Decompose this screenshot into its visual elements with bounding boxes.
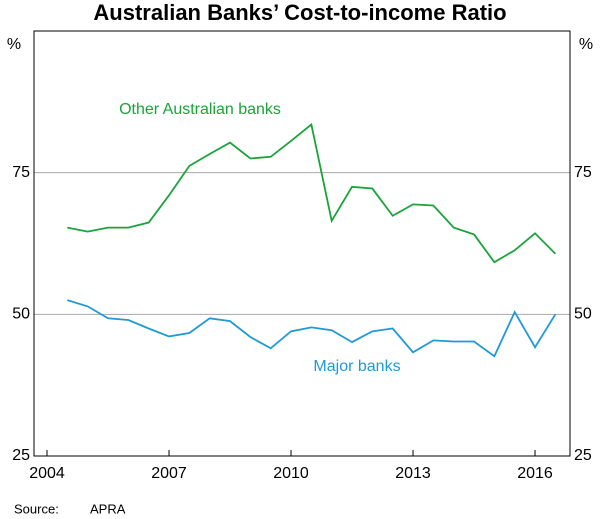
y-tick-label: 25: [12, 447, 30, 464]
y-unit: %: [7, 36, 21, 53]
plot-frame: [33, 30, 571, 457]
y-unit-right: %: [579, 36, 593, 53]
y-tick-label: 75: [12, 164, 30, 181]
source: APRA: [90, 501, 126, 516]
source-label: Source:: [14, 501, 59, 516]
y-tick-label-right: 25: [574, 447, 592, 464]
x-tick-label: 2010: [273, 465, 309, 482]
series-label: Major banks: [313, 358, 400, 375]
y-tick-label-right: 75: [574, 164, 592, 181]
y-tick-label-right: 50: [574, 306, 592, 323]
x-tick-label: 2013: [395, 465, 431, 482]
series-label: Other Australian banks: [119, 101, 281, 118]
series-line: [67, 299, 557, 358]
x-tick-label: 2004: [29, 465, 65, 482]
chart-title: Australian Banks’ Cost-to-income Ratio: [93, 0, 506, 25]
x-tick-label: 2016: [517, 465, 553, 482]
x-tick-label: 2007: [151, 465, 187, 482]
y-tick-label: 50: [12, 306, 30, 323]
series-line: [67, 122, 556, 264]
